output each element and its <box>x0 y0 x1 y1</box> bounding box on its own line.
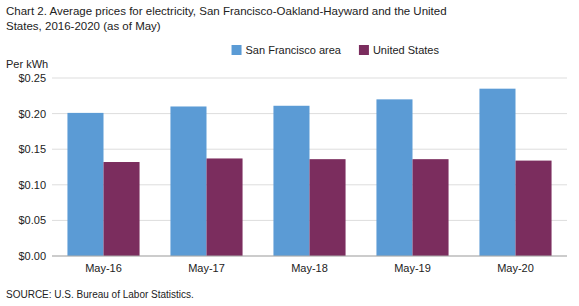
x-tick-label: May-16 <box>85 262 122 274</box>
y-tick-label: $0.00 <box>18 250 46 262</box>
legend-label: San Francisco area <box>246 44 342 56</box>
legend: San Francisco area United States <box>232 44 440 56</box>
subtitle: States, 2016-2020 (as of May) <box>6 20 161 32</box>
bar <box>273 106 309 256</box>
y-tick-label: $0.10 <box>18 179 46 191</box>
chart: Chart 2. Average prices for electricity,… <box>0 0 579 306</box>
x-tick-label: May-19 <box>394 262 431 274</box>
y-tick-label: $0.15 <box>18 143 46 155</box>
bars <box>67 89 551 256</box>
legend-item: San Francisco area <box>232 44 342 56</box>
legend-label: United States <box>373 44 440 56</box>
legend-swatch <box>359 45 369 55</box>
bar <box>516 161 552 256</box>
x-tick-label: May-18 <box>291 262 328 274</box>
bar <box>207 158 243 256</box>
y-tick-label: $0.05 <box>18 214 46 226</box>
source-note: SOURCE: U.S. Bureau of Labor Statistics. <box>6 289 194 300</box>
bar <box>104 162 140 256</box>
grid-line <box>52 78 567 79</box>
y-axis-label: Per kWh <box>6 58 48 70</box>
bar <box>413 159 449 256</box>
grid-line <box>52 256 567 257</box>
x-tick-label: May-20 <box>497 262 534 274</box>
bar <box>376 99 412 256</box>
bar <box>170 106 206 256</box>
x-axis-line <box>52 256 567 257</box>
bar <box>67 113 103 256</box>
bar <box>479 89 515 256</box>
grid <box>52 78 567 256</box>
legend-item: United States <box>359 44 440 56</box>
title: Chart 2. Average prices for electricity,… <box>6 5 447 17</box>
y-tick-label: $0.25 <box>18 72 46 84</box>
legend-swatch <box>232 45 242 55</box>
bar <box>310 159 346 256</box>
x-tick-label: May-17 <box>188 262 225 274</box>
y-tick-label: $0.20 <box>18 108 46 120</box>
